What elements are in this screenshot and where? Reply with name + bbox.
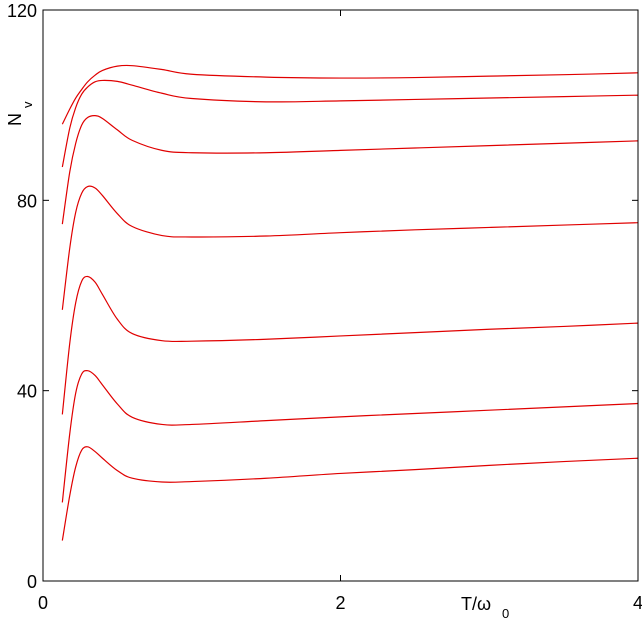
series-line-7: [62, 65, 638, 124]
series-line-3: [62, 276, 638, 414]
x-axis-label-subscript: 0: [502, 606, 509, 621]
series-line-5: [62, 116, 638, 225]
series-line-2: [62, 371, 638, 503]
y-tick-label-40: 40: [17, 382, 37, 402]
y-tick-label-120: 120: [7, 1, 37, 21]
x-axis-label: T/ω: [461, 594, 491, 614]
y-axis-label: N: [5, 113, 25, 126]
plot-frame: [43, 10, 638, 581]
axis-ticks: [43, 10, 638, 581]
x-tick-label-4: 4: [633, 593, 642, 613]
series-line-6: [62, 80, 638, 167]
y-axis-label-subscript: v: [20, 101, 35, 108]
series-line-4: [62, 186, 638, 310]
series-line-1: [62, 447, 638, 541]
x-tick-label-2: 2: [335, 593, 345, 613]
x-tick-label-0: 0: [38, 593, 48, 613]
series-lines: [62, 65, 638, 540]
y-tick-label-80: 80: [17, 191, 37, 211]
y-tick-label-0: 0: [27, 572, 37, 592]
